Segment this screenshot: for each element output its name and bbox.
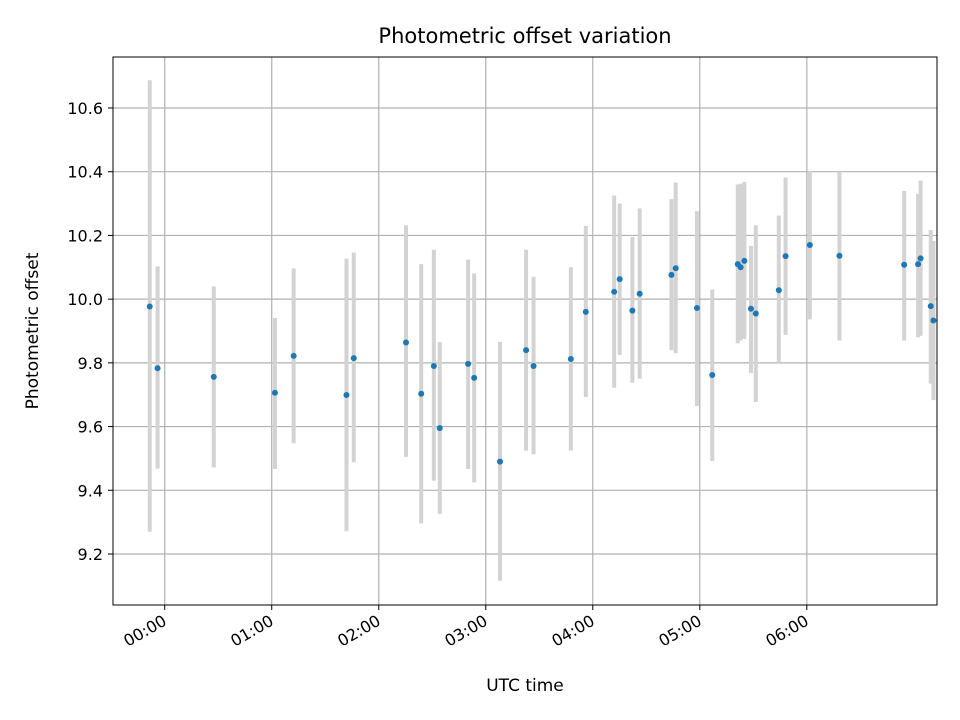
data-point <box>915 261 922 268</box>
data-point <box>782 253 789 260</box>
data-point <box>403 339 410 346</box>
y-tick-label: 9.4 <box>78 481 103 500</box>
data-point <box>775 287 782 294</box>
y-tick-label: 9.6 <box>78 418 103 437</box>
x-axis-label: UTC time <box>486 676 564 696</box>
y-tick-label: 10.0 <box>67 290 103 309</box>
y-axis-ticks: 9.2 9.4 9.6 9.8 10.0 10.2 10.4 10.6 <box>67 99 113 564</box>
data-point <box>693 305 700 312</box>
data-point <box>836 252 843 259</box>
data-point <box>752 310 759 317</box>
data-point <box>210 373 217 380</box>
data-point <box>343 392 350 399</box>
data-point <box>430 363 437 370</box>
data-point <box>917 255 924 262</box>
data-point <box>465 360 472 367</box>
data-point <box>741 257 748 264</box>
data-point <box>629 307 636 314</box>
data-point <box>497 458 504 465</box>
data-point <box>436 425 443 432</box>
data-point <box>350 355 357 362</box>
chart-title: Photometric offset variation <box>378 24 671 48</box>
data-point <box>636 290 643 297</box>
y-tick-label: 9.8 <box>78 354 103 373</box>
data-point <box>806 241 813 248</box>
y-tick-label: 10.6 <box>67 99 103 118</box>
data-point <box>709 371 716 378</box>
y-tick-label: 10.4 <box>67 163 103 182</box>
data-point <box>146 303 153 310</box>
data-point <box>154 365 161 372</box>
data-point <box>668 271 675 278</box>
y-tick-label: 10.2 <box>67 226 103 245</box>
data-point <box>611 288 618 295</box>
y-tick-label: 9.2 <box>78 545 103 564</box>
data-point <box>471 374 478 381</box>
y-axis-label: Photometric offset <box>23 252 43 409</box>
data-points <box>146 241 937 465</box>
data-point <box>271 389 278 396</box>
data-point <box>290 352 297 359</box>
plot-frame <box>112 56 938 606</box>
data-point <box>927 303 934 310</box>
data-point <box>901 261 908 268</box>
data-point <box>672 265 679 272</box>
data-point <box>530 363 537 370</box>
data-point <box>747 305 754 312</box>
data-point <box>616 276 623 283</box>
data-point <box>930 317 937 324</box>
data-point <box>523 347 530 354</box>
data-point <box>418 390 425 397</box>
data-point <box>567 356 574 363</box>
data-point <box>582 308 589 315</box>
data-point <box>737 264 744 271</box>
